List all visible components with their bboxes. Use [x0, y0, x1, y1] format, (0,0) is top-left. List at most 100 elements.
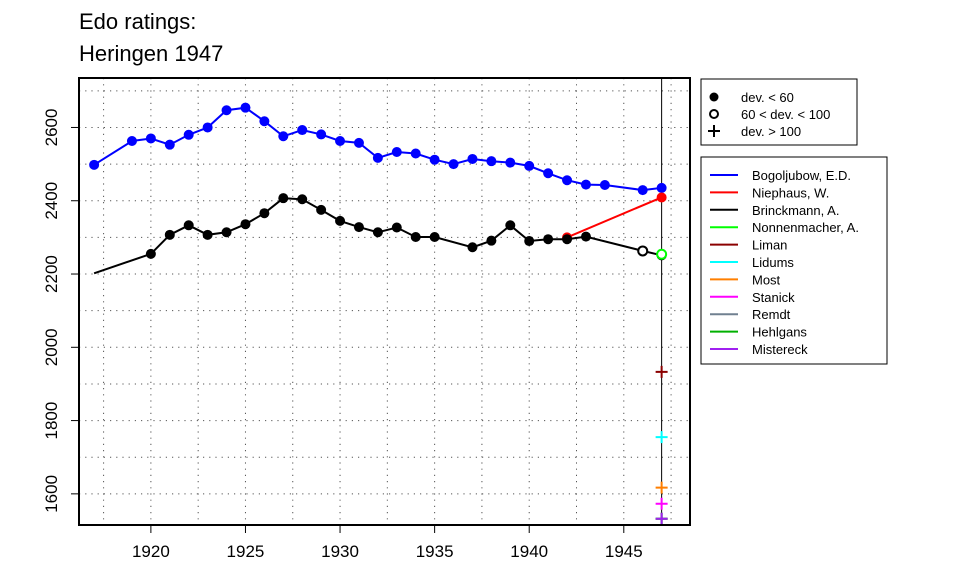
legend-label-most: Most — [752, 272, 781, 287]
data-point-plus — [655, 431, 668, 444]
legend-label-brinckmann-a: Brinckmann, A. — [752, 203, 839, 218]
marker-legend-label: dev. < 60 — [741, 90, 794, 105]
x-tick-label: 1930 — [321, 542, 359, 561]
data-point — [221, 227, 232, 238]
data-point-plus — [655, 497, 668, 510]
y-axis: 1600 1800 2000 2200 2400 2600 — [42, 109, 79, 513]
legend-label-niephaus-w: Niephaus, W. — [752, 185, 829, 200]
data-point — [524, 160, 535, 171]
data-point — [599, 179, 610, 190]
data-point — [202, 122, 213, 133]
data-point — [183, 129, 194, 140]
y-tick-label: 1600 — [42, 475, 61, 513]
y-tick-label: 2400 — [42, 182, 61, 220]
data-point — [335, 136, 346, 147]
series-liman — [655, 365, 668, 378]
data-point — [126, 136, 137, 147]
y-tick-label: 2000 — [42, 328, 61, 366]
legend-label-bogoljubow-e-d: Bogoljubow, E.D. — [752, 168, 851, 183]
data-point — [580, 179, 591, 190]
legend-label-mistereck: Mistereck — [752, 342, 808, 357]
data-point — [297, 194, 308, 205]
chart-title: Edo ratings: Heringen 1947 — [79, 9, 223, 66]
data-point-plus — [655, 481, 668, 494]
data-point — [505, 157, 516, 168]
x-tick-label: 1940 — [510, 542, 548, 561]
legend-label-liman: Liman — [752, 238, 787, 253]
data-point — [524, 236, 535, 247]
legend-plus-icon — [708, 125, 720, 137]
data-point — [562, 175, 573, 186]
series-mistereck — [655, 512, 668, 525]
data-point — [543, 234, 554, 245]
plot-area-frame — [78, 77, 691, 526]
series-layer — [89, 102, 668, 525]
data-point-plus — [655, 365, 668, 378]
data-point — [543, 168, 554, 179]
x-tick-label: 1920 — [132, 542, 170, 561]
legend-label-remdt: Remdt — [752, 307, 791, 322]
series-brinckmann-a — [93, 193, 667, 275]
data-point — [278, 193, 289, 204]
data-point — [656, 192, 667, 203]
series-most — [655, 481, 668, 494]
series-stanick — [655, 497, 668, 510]
data-point — [372, 152, 383, 163]
title-line-2: Heringen 1947 — [79, 41, 223, 66]
data-point — [429, 154, 440, 165]
data-point — [353, 222, 364, 233]
data-point — [637, 185, 648, 196]
data-point-plus — [655, 512, 668, 525]
data-point — [486, 235, 497, 246]
marker-legend-label: 60 < dev. < 100 — [741, 107, 830, 122]
data-point — [505, 220, 516, 231]
x-axis: 1920 1925 1930 1935 1940 1945 — [132, 525, 643, 561]
legend-players: Bogoljubow, E.D. Niephaus, W. Brinckmann, … — [700, 156, 888, 365]
legend-label-lidums: Lidums — [752, 255, 794, 270]
data-point — [353, 137, 364, 148]
data-point — [410, 148, 421, 159]
legend-label-hehlgans: Hehlgans — [752, 325, 807, 340]
x-tick-label: 1935 — [416, 542, 454, 561]
marker-legend-label: dev. > 100 — [741, 124, 801, 139]
series-nonnenmacher-a — [656, 248, 668, 260]
x-tick-label: 1925 — [227, 542, 265, 561]
data-point — [335, 215, 346, 226]
data-point — [145, 248, 156, 259]
title-line-1: Edo ratings: — [79, 9, 196, 34]
series-bogoljubow-e-d — [89, 102, 667, 196]
data-point — [240, 219, 251, 230]
data-point — [164, 139, 175, 150]
data-point — [278, 131, 289, 142]
series-niephaus-w — [562, 192, 667, 243]
legend-open-circle-icon — [709, 109, 719, 119]
data-point-open — [637, 245, 649, 257]
series-line — [566, 196, 662, 239]
grid-lines — [79, 78, 690, 525]
data-point — [164, 229, 175, 240]
y-tick-label: 2200 — [42, 255, 61, 293]
data-point — [656, 182, 667, 193]
data-point — [259, 116, 270, 127]
data-point — [467, 242, 478, 253]
data-point — [391, 222, 402, 233]
data-point-open — [656, 248, 668, 260]
data-point — [448, 159, 459, 170]
y-tick-label: 2600 — [42, 109, 61, 147]
data-point — [467, 153, 478, 164]
data-point — [410, 232, 421, 243]
data-point — [221, 105, 232, 116]
data-point — [486, 156, 497, 167]
data-point — [202, 229, 213, 240]
data-point — [259, 208, 270, 219]
data-point — [240, 102, 251, 113]
x-tick-label: 1945 — [605, 542, 643, 561]
data-point — [562, 234, 573, 245]
series-lidums — [655, 431, 668, 444]
legend-label-nonnenmacher-a: Nonnenmacher, A. — [752, 220, 859, 235]
data-point — [145, 133, 156, 144]
data-point — [429, 232, 440, 243]
marker-legend-box — [700, 78, 858, 146]
data-point — [183, 220, 194, 231]
